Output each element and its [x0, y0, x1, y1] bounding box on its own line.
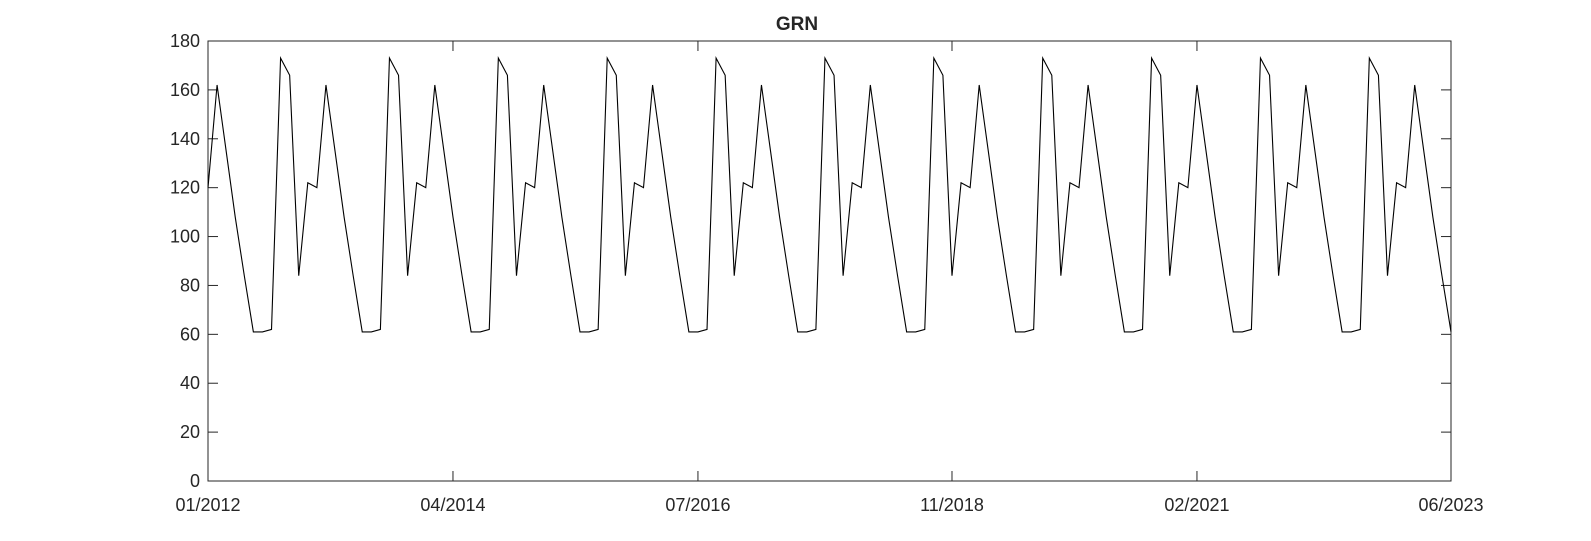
series-line-grn [207, 56, 1452, 333]
series-group [207, 56, 1452, 333]
x-tick-label: 02/2021 [1164, 495, 1229, 515]
y-tick-label: 80 [180, 275, 200, 295]
y-tick-label: 20 [180, 422, 200, 442]
axes: 0 20 40 60 80 100 120 140 160 180 01/2012 04/2014 07… [170, 31, 1484, 515]
y-tick-label: 40 [180, 373, 200, 393]
y-tick-label: 160 [170, 80, 200, 100]
y-tick-label: 120 [170, 178, 200, 198]
x-tick-label: 04/2014 [420, 495, 485, 515]
y-tick-label: 100 [170, 227, 200, 247]
x-tick-label: 06/2023 [1418, 495, 1483, 515]
x-tick-label: 07/2016 [665, 495, 730, 515]
y-tick-label: 60 [180, 324, 200, 344]
y-tick-label: 140 [170, 129, 200, 149]
chart-title: GRN [776, 14, 818, 35]
x-tick-label: 01/2012 [175, 495, 240, 515]
y-tick-label: 180 [170, 31, 200, 51]
plot-frame [207, 40, 1452, 482]
x-tick-label: 11/2018 [920, 495, 984, 515]
y-tick-label: 0 [190, 471, 200, 491]
